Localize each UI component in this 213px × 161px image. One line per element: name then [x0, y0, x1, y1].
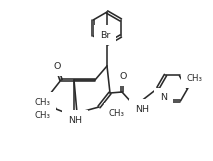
Text: CH₃: CH₃ — [35, 110, 51, 119]
Text: Br: Br — [100, 30, 111, 39]
Text: O: O — [119, 71, 127, 80]
Text: CH₃: CH₃ — [187, 74, 203, 82]
Text: NH: NH — [135, 104, 149, 114]
Text: CH₃: CH₃ — [35, 98, 51, 106]
Text: CH₃: CH₃ — [109, 109, 125, 118]
Text: O: O — [53, 62, 61, 71]
Text: NH: NH — [68, 115, 82, 124]
Text: N: N — [160, 94, 167, 103]
